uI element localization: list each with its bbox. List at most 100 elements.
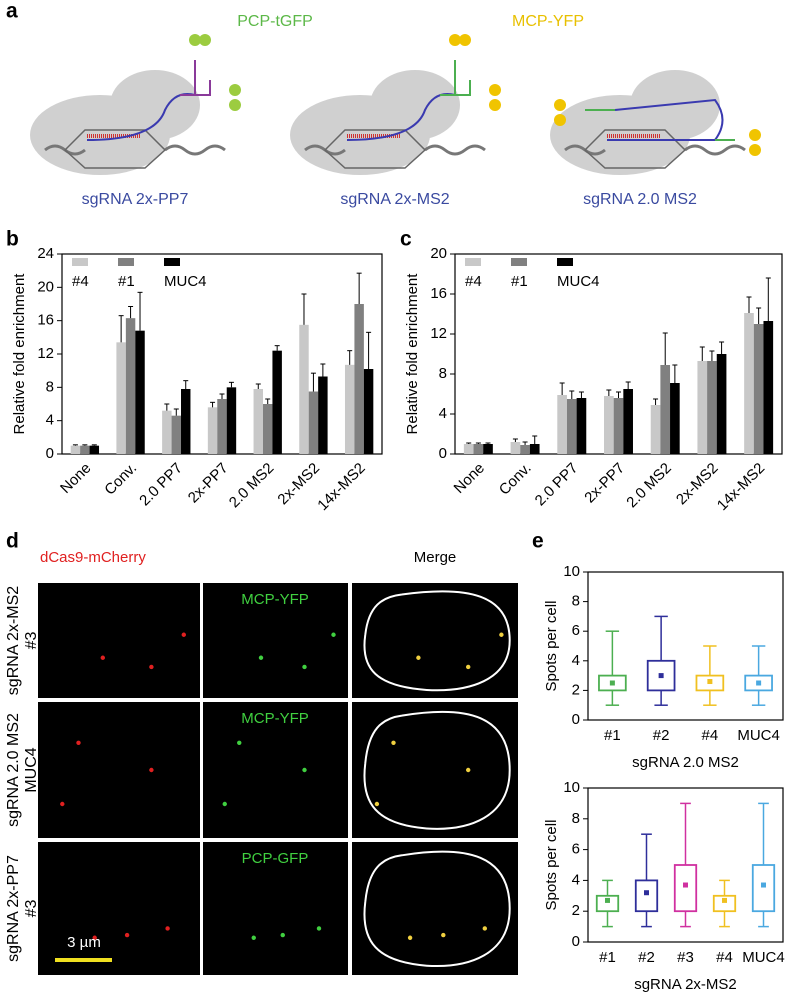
row-label: sgRNA 2x-PP7 bbox=[5, 855, 22, 962]
x-tick-label: 2.0 MS2 bbox=[623, 460, 675, 512]
spot bbox=[222, 801, 227, 807]
spot bbox=[466, 767, 471, 773]
legend-label: #1 bbox=[511, 273, 528, 290]
error-bar bbox=[173, 408, 179, 416]
error-bar bbox=[522, 441, 528, 445]
bar bbox=[262, 404, 273, 454]
x-tick-label: MUC4 bbox=[742, 949, 785, 966]
row-sublabel: #3 bbox=[23, 632, 40, 650]
bar bbox=[207, 407, 218, 454]
diagram-caption: sgRNA 2x-MS2 bbox=[340, 191, 449, 208]
legend-swatch bbox=[164, 258, 180, 266]
x-tick-label: #2 bbox=[653, 727, 670, 744]
channel-marker: PCP-GFP bbox=[242, 850, 309, 867]
error-bar bbox=[532, 435, 538, 444]
bar bbox=[650, 405, 661, 454]
legend-swatch bbox=[557, 258, 573, 266]
cell-outline bbox=[363, 590, 511, 692]
dna-open bbox=[323, 129, 427, 169]
bar bbox=[116, 342, 126, 454]
bar bbox=[181, 389, 191, 454]
error-bar bbox=[709, 350, 715, 361]
error-bar bbox=[569, 390, 575, 399]
legend-swatch bbox=[511, 258, 527, 266]
error-bar bbox=[265, 398, 271, 404]
box bbox=[595, 894, 620, 913]
bar bbox=[135, 330, 145, 454]
x-tick-label: Conv. bbox=[496, 460, 535, 499]
bar bbox=[576, 398, 587, 454]
bar bbox=[716, 354, 727, 454]
error-bar bbox=[137, 291, 143, 331]
y-tick-label: 4 bbox=[572, 652, 580, 669]
x-tick-label: 2.0 PP7 bbox=[532, 460, 582, 510]
error-bar bbox=[128, 306, 134, 319]
micrograph bbox=[203, 583, 348, 698]
y-tick-label: 2 bbox=[572, 681, 580, 698]
error-bar bbox=[219, 393, 225, 399]
y-tick-label: 16 bbox=[430, 285, 447, 302]
plot-frame bbox=[587, 787, 784, 943]
fluorophore bbox=[449, 34, 461, 46]
diagram-caption: sgRNA 2x-PP7 bbox=[82, 191, 189, 208]
spot bbox=[316, 926, 322, 931]
bar bbox=[226, 387, 237, 454]
fluorophore bbox=[229, 99, 241, 111]
fluorophore bbox=[459, 34, 471, 46]
row-sublabel: MUC4 bbox=[23, 747, 40, 792]
aptamer bbox=[585, 109, 735, 141]
bar bbox=[272, 350, 282, 454]
spot bbox=[331, 632, 336, 637]
spot bbox=[258, 655, 264, 660]
y-tick-label: 0 bbox=[439, 445, 447, 462]
error-bar bbox=[512, 438, 518, 442]
bar bbox=[80, 445, 90, 454]
bar bbox=[566, 399, 577, 454]
bar bbox=[354, 304, 364, 454]
bar bbox=[707, 361, 717, 454]
spot bbox=[165, 926, 170, 931]
error-bar bbox=[91, 444, 97, 446]
error-bar bbox=[118, 315, 124, 343]
bar bbox=[529, 444, 540, 454]
complex-diagram bbox=[30, 34, 241, 175]
mean-marker bbox=[761, 882, 766, 888]
spot bbox=[302, 664, 307, 670]
mean-marker bbox=[658, 673, 664, 679]
micrograph bbox=[38, 842, 200, 975]
legend-label: MUC4 bbox=[164, 273, 207, 290]
spot bbox=[237, 740, 242, 745]
fluorophore bbox=[749, 129, 761, 141]
error-bar bbox=[578, 391, 584, 398]
panel-label: c bbox=[400, 228, 412, 251]
x-tick-label: 14x-MS2 bbox=[314, 460, 368, 514]
bar bbox=[308, 391, 319, 454]
fluorophore bbox=[554, 114, 566, 126]
error-bar bbox=[210, 401, 216, 408]
error-bar bbox=[82, 444, 88, 446]
channel-label: Merge bbox=[414, 549, 457, 566]
bar bbox=[613, 398, 624, 454]
micrograph bbox=[203, 842, 348, 975]
x-tick-label: 2.0 PP7 bbox=[136, 460, 186, 510]
y-axis-label: Relative fold enrichment bbox=[404, 273, 421, 435]
spot bbox=[280, 932, 285, 938]
micrograph bbox=[352, 702, 518, 838]
legend-label: #1 bbox=[118, 273, 135, 290]
box bbox=[673, 864, 698, 913]
box bbox=[751, 864, 776, 913]
y-tick-label: 6 bbox=[572, 841, 580, 858]
bar bbox=[697, 361, 708, 454]
mean-marker bbox=[756, 680, 762, 686]
bar bbox=[520, 445, 530, 454]
dna-open bbox=[583, 129, 687, 169]
panel-label: d bbox=[6, 530, 19, 553]
error-bar bbox=[274, 345, 280, 351]
bar bbox=[660, 365, 671, 454]
error-bar bbox=[765, 277, 771, 321]
y-axis-label: Spots per cell bbox=[543, 601, 560, 692]
x-tick-label: 2x-PP7 bbox=[185, 460, 232, 507]
x-axis-label: sgRNA 2.0 MS2 bbox=[632, 754, 739, 771]
legend: #4 #1 MUC4 bbox=[465, 258, 600, 290]
error-bar bbox=[559, 382, 565, 395]
